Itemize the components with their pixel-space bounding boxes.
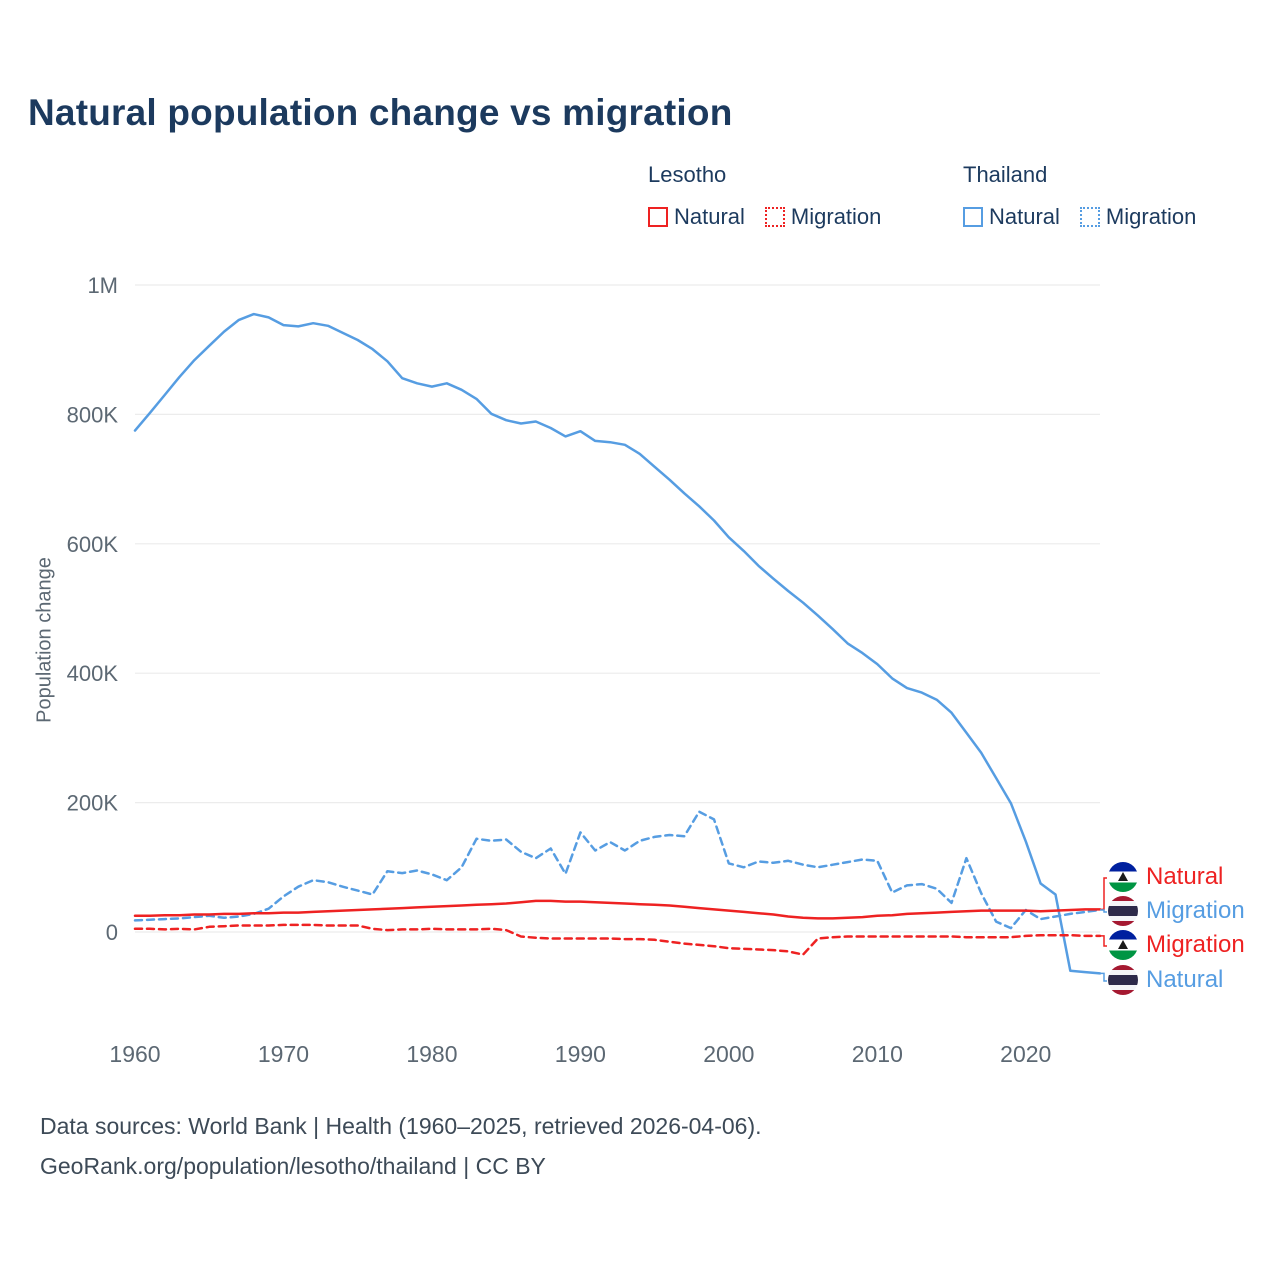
x-tick-label: 1990 <box>555 1041 606 1067</box>
x-tick-label: 1960 <box>109 1041 160 1067</box>
thailand-flag-icon <box>1108 965 1138 995</box>
mokorotlo-hat-icon <box>1118 871 1128 881</box>
y-tick-label: 1M <box>87 273 118 298</box>
x-tick-label: 2000 <box>703 1041 754 1067</box>
lesotho-migration-swatch-icon <box>764 207 785 227</box>
y-tick-label: 800K <box>67 402 119 427</box>
series-end-label-lesotho-natural: Natural <box>1108 862 1223 892</box>
lesotho-natural-swatch-icon <box>648 207 668 227</box>
legend-item-thailand-migration[interactable]: Migration <box>1079 204 1197 230</box>
series-line-lesotho-natural <box>133 899 1102 920</box>
y-tick-label: 0 <box>106 920 118 945</box>
lesotho-flag-icon <box>1108 930 1138 960</box>
legend-group-thailand: Thailand Natural Migration <box>963 162 1196 230</box>
series-line-lesotho-migration <box>133 923 1102 956</box>
legend-item-label: Natural <box>989 204 1060 229</box>
series-end-label-lesotho-migration: Migration <box>1108 930 1245 960</box>
legend-group-title: Lesotho <box>648 162 727 187</box>
legend-item-label: Natural <box>674 204 745 229</box>
series-line-thailand-natural <box>133 312 1102 975</box>
x-tick-label: 2010 <box>852 1041 903 1067</box>
x-tick-label: 2020 <box>1000 1041 1051 1067</box>
legend-item-label: Migration <box>1105 204 1197 229</box>
x-tick-label: 1980 <box>406 1041 457 1067</box>
x-tick-label: 1970 <box>258 1041 309 1067</box>
legend-item-thailand-natural[interactable]: Natural <box>963 204 1060 230</box>
page-title: Natural population change vs migration <box>28 92 733 133</box>
series-end-label-text: Natural <box>1146 863 1224 890</box>
series-end-label-text: Migration <box>1146 897 1245 924</box>
legend-group-title: Thailand <box>963 162 1048 187</box>
legend-item-lesotho-natural[interactable]: Natural <box>648 204 745 230</box>
legend-items: Natural Migration <box>963 204 1196 230</box>
footer-data-sources: Data sources: World Bank | Health (1960–… <box>40 1113 762 1139</box>
label-connector <box>1100 909 1107 913</box>
series-end-label-text: Natural <box>1146 966 1224 993</box>
y-tick-label: 600K <box>67 532 119 557</box>
series-end-label-thailand-migration: Migration <box>1108 896 1245 926</box>
series-end-label-thailand-natural: Natural <box>1108 965 1223 995</box>
series-line-thailand-migration <box>133 810 1102 930</box>
mokorotlo-hat-icon <box>1118 939 1128 949</box>
label-connector <box>1100 972 1107 982</box>
series-end-label-text: Migration <box>1146 931 1245 958</box>
footer: Data sources: World Bank | Health (1960–… <box>40 1106 762 1186</box>
footer-attribution: GeoRank.org/population/lesotho/thailand … <box>40 1153 546 1179</box>
legend-item-label: Migration <box>790 204 882 229</box>
thailand-migration-swatch-icon <box>1079 207 1100 227</box>
legend-items: Natural Migration <box>648 204 881 230</box>
label-connector <box>1100 877 1107 911</box>
legend-item-lesotho-migration[interactable]: Migration <box>764 204 882 230</box>
legend-group-lesotho: Lesotho Natural Migration <box>648 162 881 230</box>
y-tick-label: 400K <box>67 661 119 686</box>
thailand-natural-swatch-icon <box>963 207 983 227</box>
y-tick-label: 200K <box>67 791 119 816</box>
legend: Lesotho Natural Migration Thailand Natur… <box>648 162 1268 242</box>
label-connector <box>1100 935 1107 947</box>
thailand-flag-icon <box>1108 896 1138 926</box>
lesotho-flag-icon <box>1108 862 1138 892</box>
